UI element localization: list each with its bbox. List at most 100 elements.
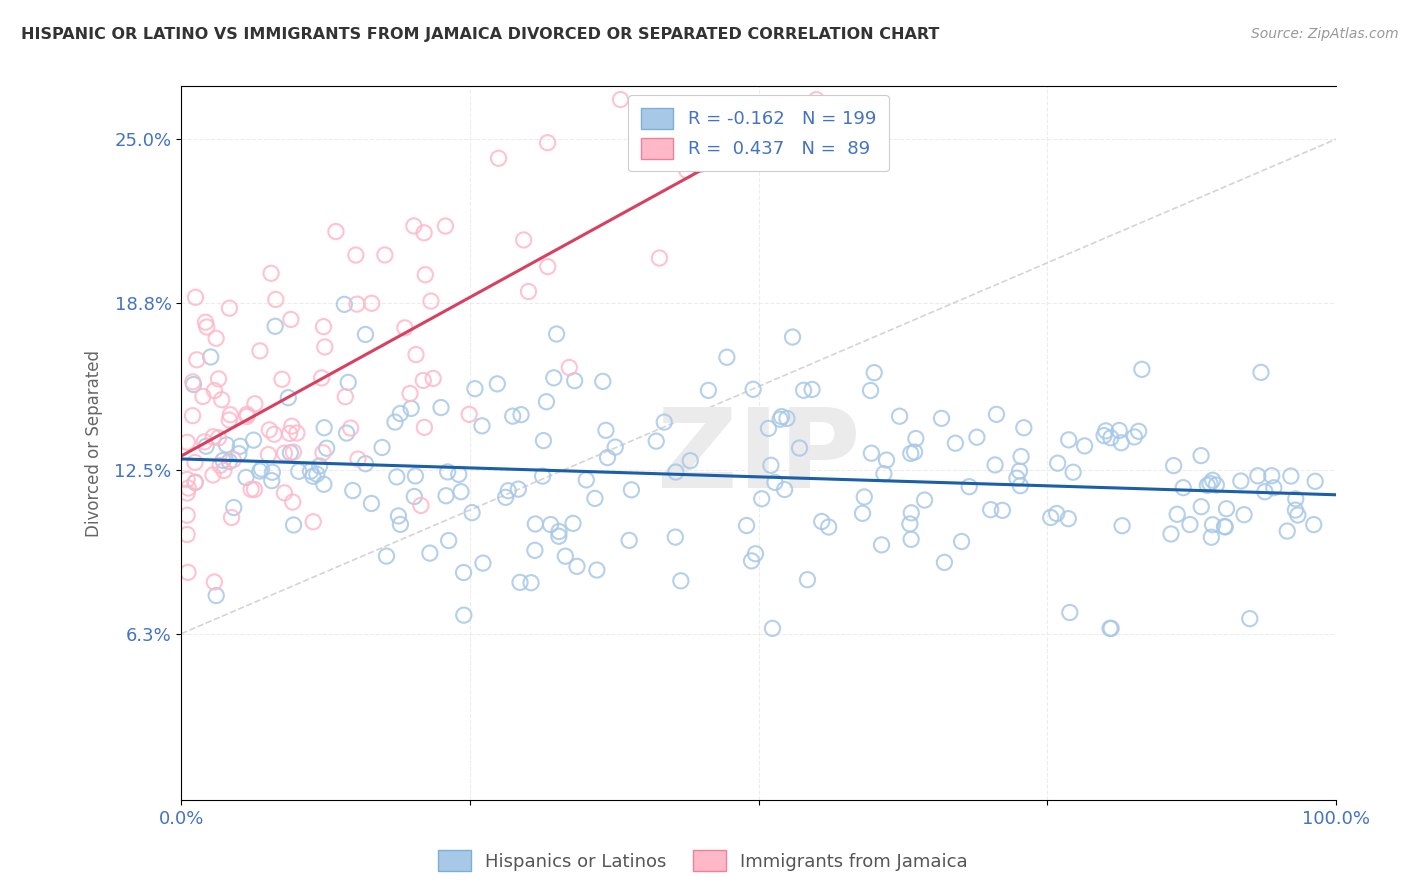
Point <box>249 464 271 478</box>
Point <box>384 415 406 429</box>
Point <box>1277 524 1299 538</box>
Point <box>264 293 287 307</box>
Point <box>548 524 571 539</box>
Point <box>853 490 876 504</box>
Point <box>742 382 765 396</box>
Point <box>934 555 956 569</box>
Point <box>495 491 517 505</box>
Point <box>1046 507 1069 521</box>
Point <box>770 409 793 424</box>
Point <box>817 520 839 534</box>
Point <box>1010 479 1032 493</box>
Point <box>242 433 264 447</box>
Point <box>240 483 263 497</box>
Point <box>385 470 408 484</box>
Point <box>537 260 560 274</box>
Point <box>1062 465 1084 479</box>
Point <box>354 327 377 342</box>
Point <box>1173 481 1195 495</box>
Point <box>273 486 295 500</box>
Point <box>311 371 333 385</box>
Point <box>437 533 460 548</box>
Point <box>1123 430 1146 444</box>
Point <box>207 372 229 386</box>
Point <box>387 508 409 523</box>
Point <box>966 430 988 444</box>
Point <box>801 383 824 397</box>
Legend: R = -0.162   N = 199, R =  0.437   N =  89: R = -0.162 N = 199, R = 0.437 N = 89 <box>628 95 889 171</box>
Point <box>471 418 494 433</box>
Point <box>876 453 898 467</box>
Point <box>609 93 631 107</box>
Point <box>533 434 555 448</box>
Point <box>620 483 643 497</box>
Point <box>1163 458 1185 473</box>
Point <box>413 268 436 282</box>
Point <box>1239 612 1261 626</box>
Point <box>851 507 873 521</box>
Point <box>262 465 284 479</box>
Point <box>510 408 533 422</box>
Point <box>209 458 232 473</box>
Point <box>271 372 294 386</box>
Point <box>194 315 217 329</box>
Point <box>486 376 509 391</box>
Point <box>605 440 627 454</box>
Point <box>1057 511 1080 525</box>
Point <box>1160 527 1182 541</box>
Point <box>763 475 786 490</box>
Point <box>219 408 242 422</box>
Point <box>596 450 619 465</box>
Point <box>447 467 470 482</box>
Point <box>315 441 337 455</box>
Point <box>283 445 305 459</box>
Point <box>980 502 1002 516</box>
Point <box>1201 473 1223 487</box>
Point <box>1285 491 1308 506</box>
Point <box>177 481 200 495</box>
Point <box>222 452 245 467</box>
Point <box>1189 500 1212 514</box>
Point <box>789 441 811 455</box>
Point <box>986 408 1008 422</box>
Point <box>260 474 283 488</box>
Point <box>389 407 412 421</box>
Point <box>205 331 228 345</box>
Point <box>360 296 382 310</box>
Legend: Hispanics or Latinos, Immigrants from Jamaica: Hispanics or Latinos, Immigrants from Ja… <box>430 843 976 879</box>
Point <box>314 340 336 354</box>
Point <box>325 225 347 239</box>
Point <box>1230 474 1253 488</box>
Point <box>860 446 883 460</box>
Point <box>991 503 1014 517</box>
Point <box>281 495 304 509</box>
Point <box>195 439 218 453</box>
Point <box>716 351 738 365</box>
Point <box>1092 428 1115 442</box>
Point <box>619 533 641 548</box>
Point <box>565 559 588 574</box>
Point <box>211 392 233 407</box>
Point <box>575 473 598 487</box>
Point <box>354 457 377 471</box>
Point <box>741 554 763 568</box>
Point <box>236 407 259 421</box>
Point <box>873 467 896 481</box>
Point <box>413 226 436 240</box>
Point <box>554 549 576 564</box>
Point <box>870 538 893 552</box>
Point <box>1263 481 1285 495</box>
Point <box>810 515 832 529</box>
Point <box>536 136 558 150</box>
Point <box>900 506 922 520</box>
Point <box>202 430 225 444</box>
Point <box>1010 450 1032 464</box>
Point <box>308 458 330 473</box>
Point <box>517 285 540 299</box>
Point <box>434 219 457 233</box>
Point <box>215 438 238 452</box>
Point <box>305 467 328 482</box>
Point <box>1130 362 1153 376</box>
Point <box>389 517 412 532</box>
Point <box>193 434 215 449</box>
